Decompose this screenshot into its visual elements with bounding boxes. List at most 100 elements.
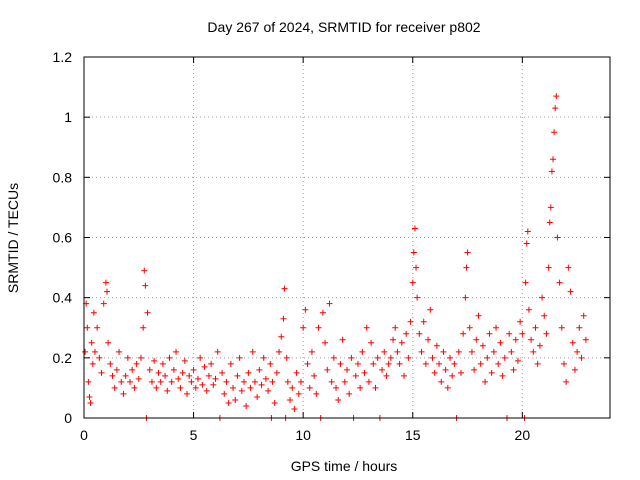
- data-point: [192, 384, 199, 391]
- data-point: [425, 336, 432, 343]
- data-point: [199, 381, 206, 388]
- data-point: [508, 348, 515, 355]
- data-point: [462, 294, 469, 301]
- data-point: [361, 369, 368, 376]
- data-point: [87, 399, 94, 406]
- data-point: [463, 264, 470, 271]
- data-point: [379, 366, 386, 373]
- data-point: [181, 357, 188, 364]
- data-point: [490, 348, 497, 355]
- data-points: [82, 93, 589, 421]
- data-point: [530, 348, 537, 355]
- data-point: [141, 267, 148, 274]
- data-point: [308, 348, 315, 355]
- y-tick-label: 0.4: [53, 290, 73, 306]
- x-tick-label: 0: [80, 427, 88, 443]
- data-point: [98, 369, 105, 376]
- data-point: [315, 324, 322, 331]
- data-point: [468, 348, 475, 355]
- data-point: [545, 264, 552, 271]
- data-point: [363, 324, 370, 331]
- data-point: [396, 360, 403, 367]
- data-point: [460, 330, 467, 337]
- data-point: [506, 330, 513, 337]
- data-point: [403, 330, 410, 337]
- data-point: [383, 372, 390, 379]
- data-point: [262, 375, 269, 382]
- data-point: [554, 234, 561, 241]
- data-point: [283, 354, 290, 361]
- data-point: [214, 348, 221, 355]
- data-point: [131, 384, 138, 391]
- data-point: [335, 396, 342, 403]
- data-point: [234, 372, 241, 379]
- data-point: [265, 387, 272, 394]
- data-point: [552, 105, 559, 112]
- data-point: [184, 390, 191, 397]
- data-point: [91, 348, 98, 355]
- data-point: [418, 348, 425, 355]
- data-point: [547, 204, 554, 211]
- data-point: [84, 324, 91, 331]
- data-point: [436, 360, 443, 367]
- data-point: [447, 354, 454, 361]
- data-point: [385, 360, 392, 367]
- data-point: [352, 372, 359, 379]
- data-point: [240, 378, 247, 385]
- data-point: [304, 360, 311, 367]
- data-point: [514, 357, 521, 364]
- data-point: [208, 360, 215, 367]
- data-point: [271, 399, 278, 406]
- data-point: [249, 348, 256, 355]
- data-point: [133, 360, 140, 367]
- y-tick-label: 1.2: [53, 49, 73, 65]
- data-point: [88, 339, 95, 346]
- y-axis-label: SRMTID / TECUs: [5, 183, 21, 293]
- y-tick-label: 0.2: [53, 350, 73, 366]
- data-point: [387, 354, 394, 361]
- data-point: [407, 318, 414, 325]
- data-point: [322, 339, 329, 346]
- data-point: [414, 294, 421, 301]
- x-tick-label: 10: [295, 427, 311, 443]
- data-point: [269, 378, 276, 385]
- data-point: [142, 282, 149, 289]
- data-point: [291, 405, 298, 412]
- data-point: [281, 285, 288, 292]
- data-point: [328, 378, 335, 385]
- data-point: [571, 366, 578, 373]
- data-point: [390, 336, 397, 343]
- data-point: [276, 348, 283, 355]
- y-tick-label: 1: [64, 109, 72, 125]
- data-point: [159, 360, 166, 367]
- data-point: [177, 384, 184, 391]
- data-point: [186, 372, 193, 379]
- data-point: [151, 357, 158, 364]
- data-point: [576, 324, 583, 331]
- data-point: [212, 375, 219, 382]
- data-point: [357, 384, 364, 391]
- data-point: [438, 378, 445, 385]
- data-point: [313, 390, 320, 397]
- data-point: [221, 390, 228, 397]
- data-point: [337, 360, 344, 367]
- data-point: [300, 324, 307, 331]
- data-point: [524, 228, 531, 235]
- data-point: [120, 390, 127, 397]
- data-point: [339, 336, 346, 343]
- data-point: [381, 348, 388, 355]
- data-point: [420, 318, 427, 325]
- data-point: [280, 315, 287, 322]
- data-point: [168, 378, 175, 385]
- data-point: [223, 378, 230, 385]
- data-point: [548, 168, 555, 175]
- data-point: [236, 354, 243, 361]
- data-point: [440, 348, 447, 355]
- data-point: [422, 360, 429, 367]
- data-point: [416, 330, 423, 337]
- data-point: [135, 375, 142, 382]
- data-point: [532, 324, 539, 331]
- data-point: [495, 360, 502, 367]
- data-point: [302, 306, 309, 313]
